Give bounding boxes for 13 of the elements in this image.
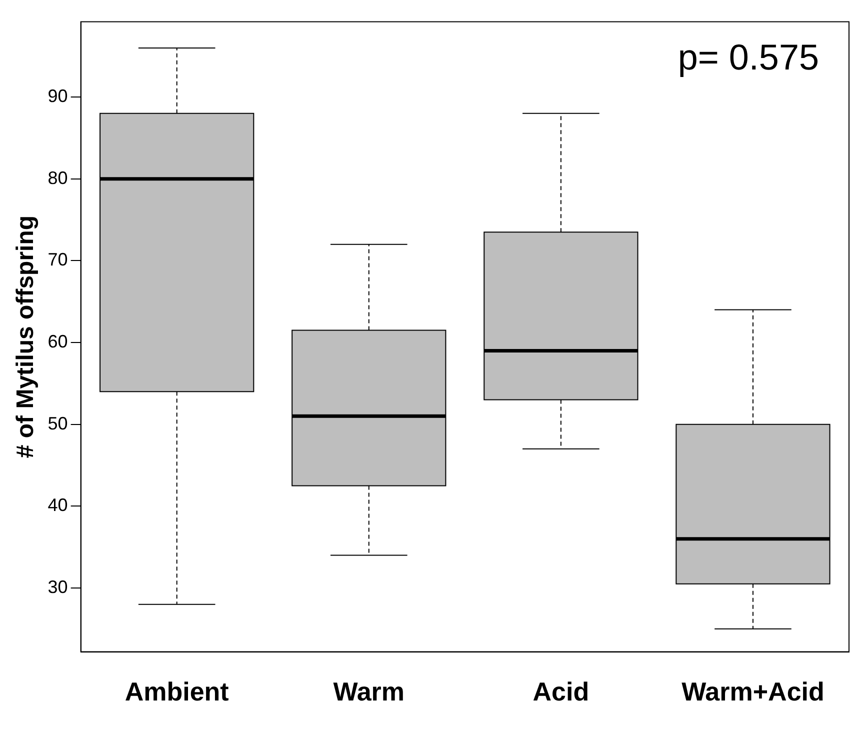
x-tick-label: Ambient bbox=[124, 676, 230, 707]
y-tick-label: 80 bbox=[48, 168, 68, 188]
x-tick-label: Acid bbox=[532, 676, 590, 707]
y-tick-label: 30 bbox=[48, 576, 68, 597]
x-tick-label: Warm bbox=[333, 676, 405, 707]
x-tick-label: Warm+Acid bbox=[682, 676, 824, 707]
y-tick-label: 70 bbox=[48, 250, 68, 270]
annotation: p= 0.575 bbox=[678, 36, 819, 78]
y-axis-title: # of Mytilus offspring bbox=[12, 215, 40, 458]
y-tick-label: 90 bbox=[48, 86, 68, 106]
y-tick-label: 40 bbox=[48, 495, 68, 516]
y-tick-label: 60 bbox=[48, 331, 68, 352]
y-tick-label: 50 bbox=[48, 413, 68, 434]
